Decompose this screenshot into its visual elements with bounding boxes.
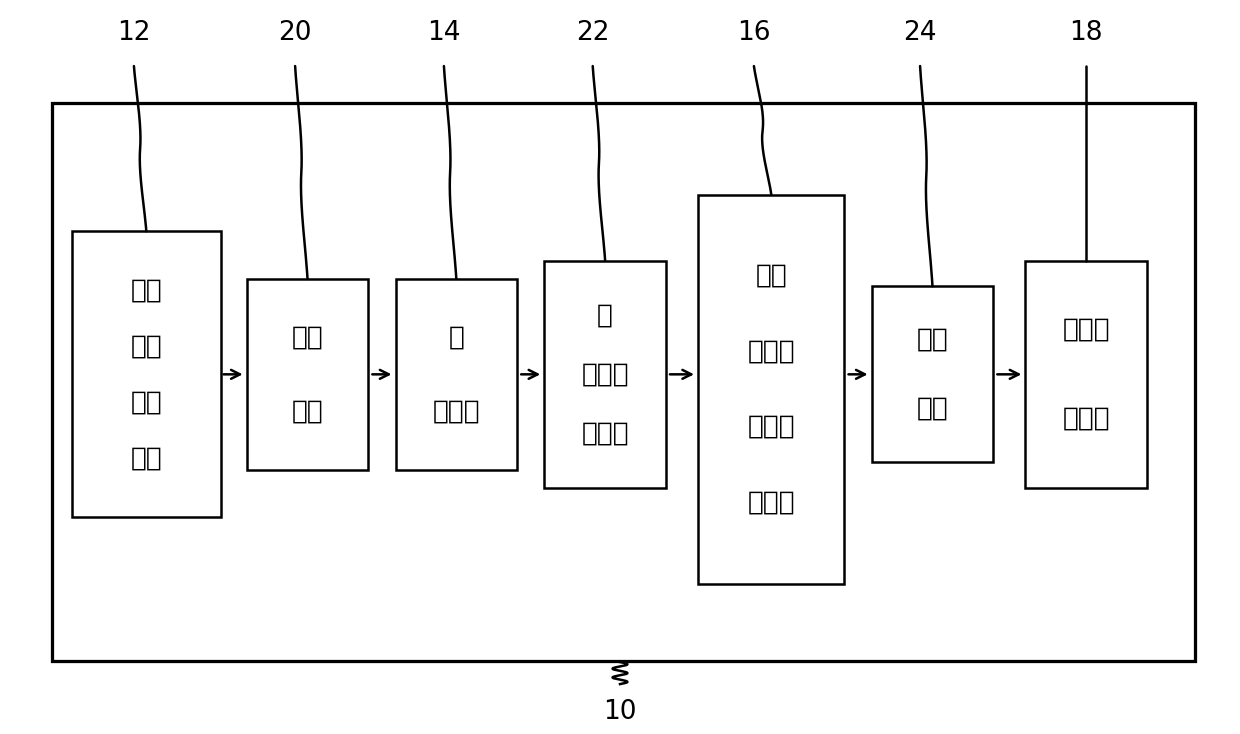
Bar bbox=[72, 231, 221, 517]
Text: 号: 号 bbox=[598, 302, 613, 328]
Text: 重力: 重力 bbox=[130, 445, 162, 471]
Bar bbox=[1025, 261, 1147, 488]
Text: 20: 20 bbox=[278, 20, 312, 46]
Text: 控制: 控制 bbox=[916, 396, 949, 422]
Text: 切换衰: 切换衰 bbox=[1063, 406, 1110, 432]
Text: 的控制: 的控制 bbox=[748, 338, 795, 364]
Text: 加速: 加速 bbox=[130, 389, 162, 415]
Text: 感器: 感器 bbox=[130, 277, 162, 304]
Text: 单元: 单元 bbox=[755, 262, 787, 288]
Bar bbox=[544, 261, 666, 488]
Bar bbox=[396, 279, 517, 470]
Text: 器: 器 bbox=[449, 324, 464, 350]
Text: 24: 24 bbox=[903, 20, 937, 46]
Text: 减单元: 减单元 bbox=[1063, 317, 1110, 343]
Text: 16: 16 bbox=[737, 20, 771, 46]
Bar bbox=[52, 103, 1195, 661]
Text: 减单元: 减单元 bbox=[748, 414, 795, 440]
Text: 18: 18 bbox=[1069, 20, 1104, 46]
Bar bbox=[872, 286, 993, 462]
Text: 处理后: 处理后 bbox=[582, 421, 629, 446]
Text: 感应信: 感应信 bbox=[582, 361, 629, 388]
Text: 感应: 感应 bbox=[291, 399, 324, 424]
Text: 度传: 度传 bbox=[130, 333, 162, 360]
Text: 22: 22 bbox=[575, 20, 610, 46]
Text: 12: 12 bbox=[117, 20, 151, 46]
Text: 信号: 信号 bbox=[291, 324, 324, 350]
Text: 14: 14 bbox=[427, 20, 461, 46]
Text: 指令: 指令 bbox=[916, 327, 949, 353]
Bar bbox=[698, 195, 844, 584]
Bar bbox=[247, 279, 368, 470]
Text: 10: 10 bbox=[603, 699, 637, 725]
Text: 微处理: 微处理 bbox=[433, 399, 480, 424]
Text: 切换衰: 切换衰 bbox=[748, 490, 795, 516]
